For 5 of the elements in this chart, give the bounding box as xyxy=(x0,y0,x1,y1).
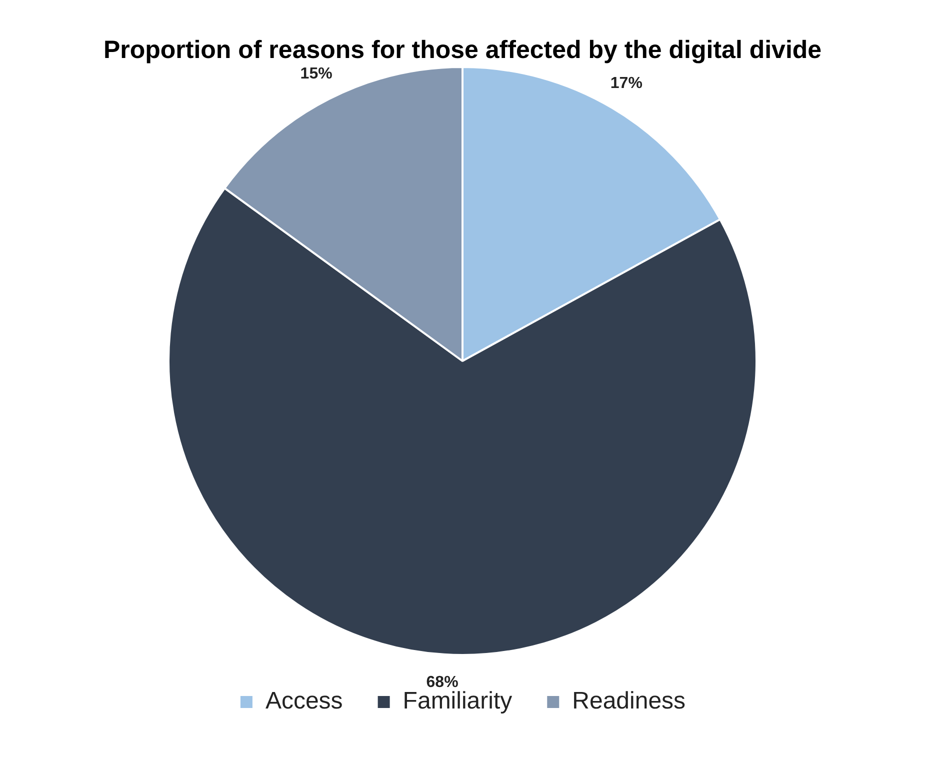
data-label: 17% xyxy=(610,75,642,92)
legend-label: Access xyxy=(265,688,343,715)
data-label: 15% xyxy=(300,66,332,82)
legend-label: Readiness xyxy=(572,688,686,715)
chart-title: Proportion of reasons for those affected by the digital divide xyxy=(103,36,822,64)
